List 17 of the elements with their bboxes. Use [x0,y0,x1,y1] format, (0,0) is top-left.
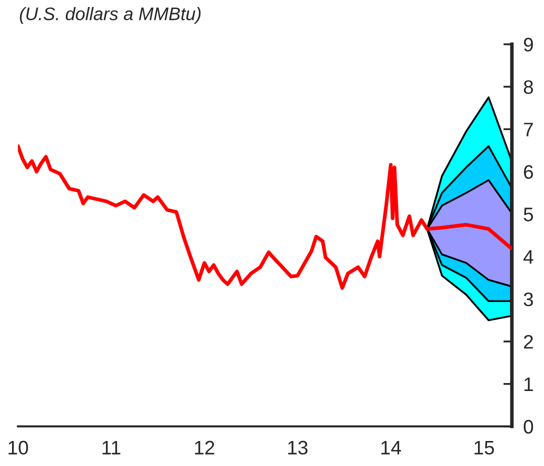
x-tick-label: 11 [102,440,120,454]
x-tick-label: 12 [195,440,214,454]
y-tick-label: 1 [524,378,533,391]
x-tick-label: 13 [288,440,308,455]
y-tick-label: 8 [524,80,533,94]
y-tick-label: 0 [524,420,534,434]
chart-title: (U.S. dollars a MMBtu) [20,6,201,24]
y-tick-label: 7 [524,122,533,136]
x-tick-label: 15 [474,440,494,455]
y-tick-label: 2 [524,334,533,349]
y-tick-label: 4 [523,250,534,264]
x-tick-label: 10 [8,440,28,455]
y-tick-label: 3 [524,292,533,306]
y-tick-label: 5 [524,208,534,222]
y-tick-label: 6 [524,165,533,179]
y-tick-label: 9 [524,38,533,52]
x-tick-label: 14 [381,440,401,454]
